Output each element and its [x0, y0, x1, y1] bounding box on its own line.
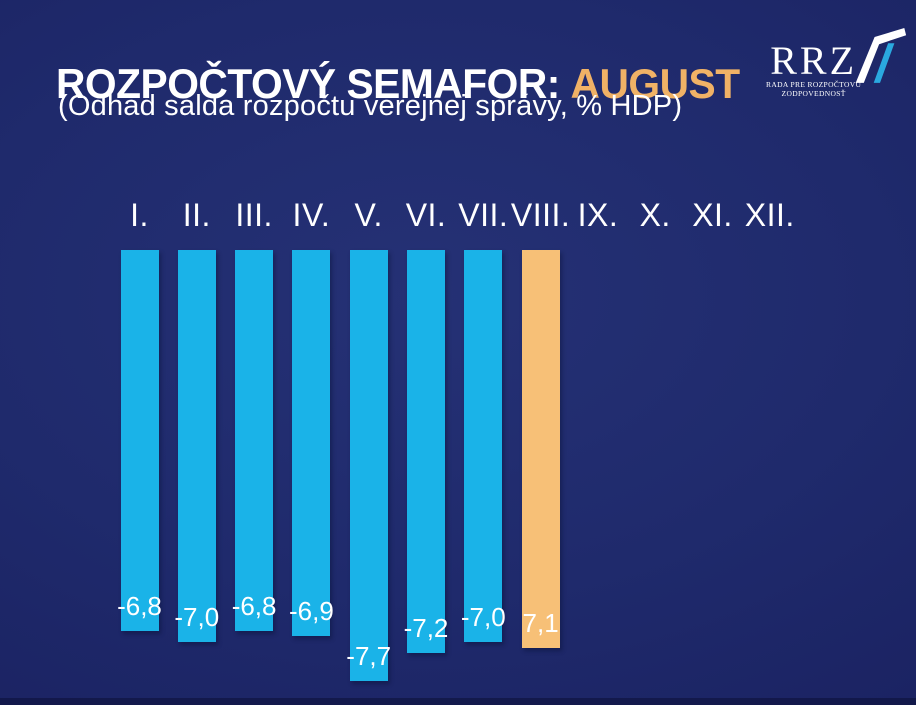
- bar-month-1: -6,8: [117, 250, 162, 631]
- bar-value-label: -6,8: [231, 590, 277, 621]
- bar-value-label: -6,9: [288, 596, 334, 627]
- month-label-2: II.: [182, 197, 211, 233]
- bar-value-label: -7,2: [403, 613, 449, 644]
- bar-month-7: -7,0: [461, 250, 506, 642]
- bar-value-label: -7,0: [460, 602, 506, 632]
- bar-value-label: 7,1: [522, 607, 559, 638]
- rrz-swoosh-icon: [853, 24, 907, 91]
- month-label-1: I.: [130, 197, 149, 233]
- bar-month-2: -7,0: [174, 250, 219, 642]
- month-label-5: V.: [354, 197, 383, 233]
- bar-month-8: 7,1: [521, 250, 560, 648]
- bar-month-4: -6,9: [289, 250, 334, 637]
- page-subtitle: (Odhad salda rozpočtu verejnej správy, %…: [58, 90, 683, 122]
- bar-value-label: -7,7: [346, 641, 392, 672]
- month-label-3: III.: [235, 197, 273, 233]
- rrz-logo-line2: ZODPOVEDNOSŤ: [781, 89, 846, 99]
- month-label-11: XI.: [692, 197, 733, 233]
- page-title: ROZPOČTOVÝ SEMAFOR: AUGUST: [56, 60, 740, 108]
- page-title-main: ROZPOČTOVÝ SEMAFOR:: [56, 60, 560, 108]
- bottom-edge-strip: [0, 698, 916, 705]
- month-label-10: X.: [639, 197, 671, 233]
- bar-value-label: -6,8: [117, 590, 162, 621]
- bar-month-5: -7,7: [346, 250, 391, 682]
- bar-month-6: -7,2: [404, 250, 448, 654]
- month-label-8: VIII.: [510, 197, 571, 233]
- page-title-month: AUGUST: [570, 60, 741, 108]
- rrz-logo-line1: RADA PRE ROZPOČTOVÚ: [766, 80, 862, 89]
- rrz-logo-acronym: RRZ: [770, 38, 858, 83]
- month-label-6: VI.: [405, 197, 447, 233]
- bar-month-3: -6,8: [232, 250, 277, 631]
- month-label-9: IX.: [577, 197, 619, 233]
- month-label-4: IV.: [292, 197, 331, 233]
- month-label-7: VII.: [458, 197, 509, 233]
- rrz-logo: RRZ RADA PRE ROZPOČTOVÚ ZODPOVEDNOSŤ: [766, 26, 907, 99]
- rrz-logo-text: RRZ RADA PRE ROZPOČTOVÚ ZODPOVEDNOSŤ: [766, 38, 862, 99]
- bar-value-label: -7,0: [174, 602, 220, 632]
- month-label-12: XII.: [744, 197, 795, 233]
